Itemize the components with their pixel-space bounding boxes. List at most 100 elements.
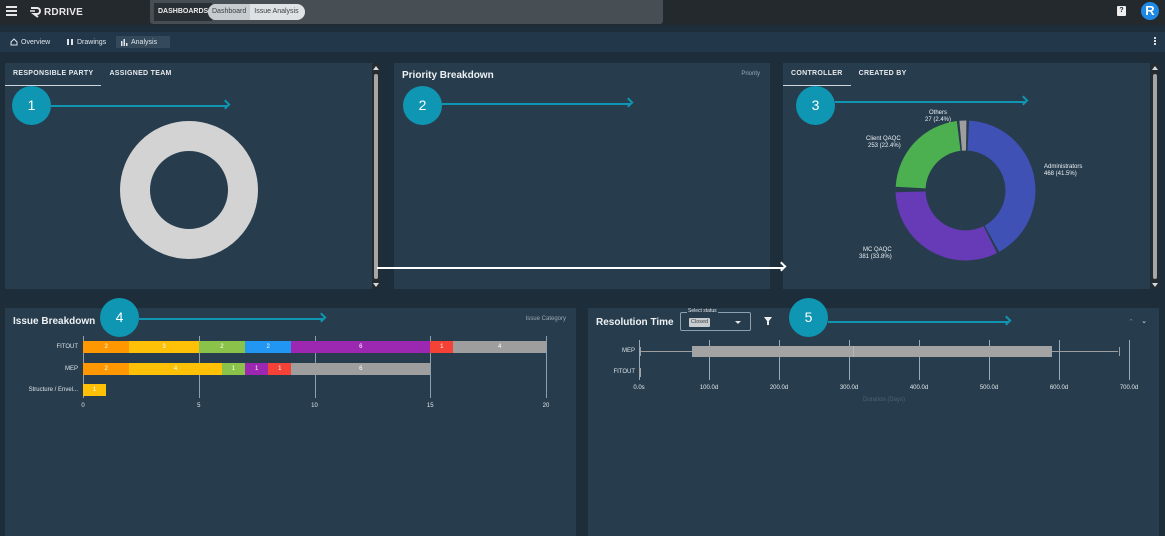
tab-created-by[interactable]: CREATED BY (858, 70, 907, 77)
issue-category-legend[interactable]: Issue Category (525, 316, 566, 322)
y-category-label: MEP (64, 366, 78, 372)
slice-mc-qaqc[interactable] (895, 191, 997, 261)
dashboard-bar: DASHBOARDS Dashboard Issue Analysis (150, 0, 663, 24)
app-logo[interactable]: RDRIVE (30, 5, 83, 19)
bar-segment-purple[interactable]: 6 (291, 341, 431, 353)
x-tick-label: 5 (197, 403, 201, 409)
panel3-scrollbar[interactable] (1151, 64, 1159, 289)
y-category-label: FITOUT (613, 369, 635, 375)
responsible-party-donut[interactable] (120, 121, 258, 259)
hamburger-menu-icon[interactable] (6, 6, 17, 16)
annotation-badge-3: 3 (796, 86, 835, 125)
gridline (919, 340, 920, 380)
breadcrumb-issue-analysis[interactable]: Issue Analysis (254, 8, 299, 15)
bar-segment-yellow[interactable]: 1 (83, 384, 107, 396)
label-others: Others 27 (2.4%) (925, 110, 952, 123)
bar-segment-orange[interactable]: 2 (83, 363, 130, 375)
tab-responsible-party[interactable]: RESPONSIBLE PARTY (5, 70, 102, 86)
dashboards-button[interactable]: DASHBOARDS (154, 3, 213, 21)
bar-segment-blue[interactable]: 2 (245, 341, 292, 353)
breadcrumb-dashboard[interactable]: Dashboard (208, 4, 251, 20)
responsible-party-panel: RESPONSIBLE PARTY ASSIGNED TEAM (5, 63, 373, 289)
x-tick-label: 0 (81, 403, 85, 409)
status-select[interactable]: Select status Closed (680, 308, 751, 331)
annotation-badge-2: 2 (403, 86, 442, 125)
gridline (430, 336, 432, 398)
logo-text: RDRIVE (44, 6, 83, 18)
bar-segment-yellow[interactable]: 4 (129, 363, 222, 375)
slice-others[interactable] (959, 120, 967, 151)
drawings-icon (67, 39, 73, 45)
gridline (546, 336, 547, 398)
bar-segment-yellow[interactable]: 3 (129, 341, 199, 353)
y-category-label: FITOUT (56, 344, 78, 350)
bar-segment-green[interactable]: 2 (198, 341, 246, 353)
x-axis-title: Duration (Days) (862, 397, 906, 403)
bar-segment-grey[interactable]: 6 (291, 363, 431, 375)
scroll-down-icon[interactable] (373, 283, 379, 287)
bar-segment-red[interactable]: 1 (430, 341, 454, 353)
more-options-icon[interactable] (1154, 37, 1157, 46)
responsible-tabs: RESPONSIBLE PARTY ASSIGNED TEAM (5, 70, 180, 86)
y-category-label: Structure / Envel... (28, 387, 78, 393)
panel1-scrollbar[interactable] (372, 64, 380, 289)
x-tick-label: 500.0d (979, 385, 999, 391)
gridline (639, 340, 640, 380)
help-icon[interactable]: ? (1117, 6, 1126, 16)
sub-navigation: Overview Drawings Analysis (0, 32, 1165, 52)
label-client-qaqc: Client QAQC 253 (22.4%) (866, 136, 901, 149)
status-chip-closed[interactable]: Closed (689, 318, 711, 327)
scroll-up-icon[interactable] (1152, 66, 1158, 70)
breadcrumb: Dashboard Issue Analysis (208, 4, 305, 20)
annotation-badge-1: 1 (12, 86, 51, 125)
collapse-up-icon[interactable]: ⌃ (1128, 319, 1134, 326)
controller-donut-chart[interactable] (893, 118, 1038, 263)
expand-down-icon[interactable]: ⌄ (1141, 318, 1147, 325)
avatar[interactable]: R (1141, 2, 1159, 20)
priority-legend[interactable]: Priority (741, 71, 760, 77)
controller-tabs: CONTROLLER CREATED BY (783, 70, 915, 86)
rdrive-logo-icon (30, 7, 41, 18)
x-tick-label: 10 (311, 403, 318, 409)
gridline (1059, 340, 1060, 380)
select-status-label: Select status (687, 308, 718, 314)
annotation-arrow-5 (828, 321, 1009, 323)
scroll-thumb[interactable] (374, 74, 378, 279)
nav-analysis-label: Analysis (131, 38, 158, 46)
label-administrators: Administrators 468 (41.5%) (1044, 164, 1083, 177)
annotation-badge-5: 5 (789, 298, 828, 337)
x-tick-label: 20 (542, 403, 550, 409)
bar-segment-grey[interactable]: 4 (453, 341, 546, 353)
bar-chart-icon (121, 39, 128, 46)
nav-overview[interactable]: Overview (6, 36, 54, 48)
slice-client-qaqc[interactable] (895, 121, 961, 189)
bar-segment-green[interactable]: 1 (221, 363, 246, 375)
filter-icon[interactable] (764, 317, 772, 325)
nav-analysis[interactable]: Analysis (116, 36, 170, 48)
bar-segment-orange[interactable]: 2 (83, 341, 130, 353)
tab-controller[interactable]: CONTROLLER (783, 70, 851, 86)
annotation-white-arrow (377, 267, 784, 269)
x-tick-label: 600.0d (1049, 385, 1069, 391)
box-fitout[interactable] (639, 368, 641, 377)
nav-drawings[interactable]: Drawings (62, 36, 110, 48)
x-tick-label: 0.0s (633, 385, 645, 391)
scroll-thumb[interactable] (1153, 74, 1157, 279)
slice-administrators[interactable] (967, 120, 1036, 252)
bar-segment-purple[interactable]: 1 (245, 363, 269, 375)
panel-title: Issue Breakdown (13, 316, 96, 327)
whisker-cap (1118, 347, 1120, 356)
tab-assigned-team[interactable]: ASSIGNED TEAM (109, 70, 172, 77)
panel-title: Resolution Time (596, 317, 674, 328)
dropdown-caret-icon (735, 321, 741, 324)
annotation-arrow-3 (835, 101, 1026, 103)
bar-segment-red[interactable]: 1 (268, 363, 292, 375)
nav-drawings-label: Drawings (77, 38, 107, 46)
median-line (852, 346, 854, 357)
scroll-up-icon[interactable] (373, 66, 379, 70)
x-tick-label: 300.0d (839, 385, 859, 391)
annotation-arrow-2 (442, 103, 631, 105)
scroll-down-icon[interactable] (1152, 283, 1158, 287)
box-mep[interactable] (691, 346, 1052, 357)
label-mc-qaqc: MC QAQC 381 (33.8%) (859, 247, 892, 260)
